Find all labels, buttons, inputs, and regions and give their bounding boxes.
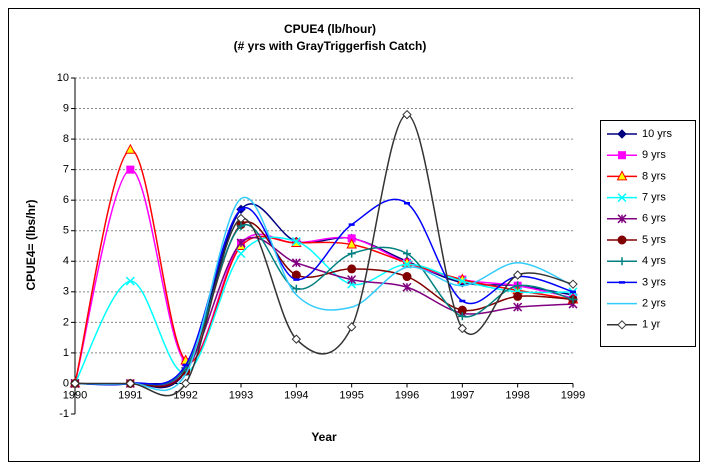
y-tick-label: 2 — [63, 316, 69, 328]
data-point — [513, 281, 522, 290]
chart-title: CPUE4 (lb/hour) — [284, 22, 376, 36]
legend-marker — [617, 214, 627, 224]
y-tick-label: 8 — [63, 133, 69, 145]
legend-label: 2 yrs — [642, 298, 666, 310]
data-point — [402, 109, 412, 120]
data-point — [292, 284, 301, 293]
data-point — [568, 279, 578, 289]
y-tick-label: 10 — [57, 72, 69, 84]
series-line — [74, 196, 574, 392]
legend-label: 1 yr — [642, 319, 661, 331]
data-point — [236, 249, 246, 259]
legend-marker — [617, 129, 627, 139]
y-tick-label: 5 — [63, 225, 69, 237]
data-point — [513, 302, 523, 312]
y-tick-label: 0 — [63, 377, 69, 389]
y-tick-label: 7 — [63, 164, 69, 176]
data-point — [457, 276, 467, 286]
data-point — [125, 378, 136, 389]
data-point — [291, 258, 301, 268]
legend-marker — [617, 193, 627, 203]
legend-marker — [618, 257, 626, 266]
data-point — [457, 323, 468, 334]
data-point — [291, 236, 301, 246]
data-point — [512, 270, 523, 280]
series-line — [74, 223, 574, 386]
data-point — [70, 378, 80, 389]
data-point — [180, 378, 191, 389]
chart-subtitle: (# yrs with GrayTriggerfish Catch) — [234, 39, 427, 53]
x-tick-label: 1994 — [284, 389, 308, 401]
x-tick-label: 1990 — [63, 389, 87, 401]
legend-marker — [616, 170, 628, 181]
y-tick-label: 6 — [63, 194, 69, 206]
y-tick-label: 3 — [63, 286, 69, 298]
legend-label: 3 yrs — [642, 276, 666, 288]
x-tick-label: 1999 — [561, 389, 585, 401]
y-tick-label: 4 — [63, 255, 69, 267]
legend-box — [600, 120, 696, 347]
x-tick-label: 1992 — [173, 389, 197, 401]
data-point — [458, 312, 467, 321]
data-point — [402, 282, 412, 292]
data-point — [126, 165, 135, 174]
legend-label: 10 yrs — [642, 128, 672, 140]
series-line — [74, 198, 574, 386]
y-tick-label: -1 — [59, 408, 69, 420]
x-tick-label: 1991 — [118, 389, 142, 401]
data-point — [403, 249, 411, 258]
data-point — [346, 322, 357, 332]
legend-label: 9 yrs — [642, 149, 666, 161]
x-tick-label: 1996 — [395, 389, 419, 401]
data-point — [346, 238, 357, 249]
data-point — [347, 264, 357, 274]
data-point — [291, 334, 302, 344]
data-point — [347, 275, 357, 285]
x-tick-label: 1998 — [505, 389, 529, 401]
legend-label: 7 yrs — [642, 192, 666, 204]
data-point — [237, 222, 245, 231]
data-point — [125, 143, 136, 154]
x-tick-label: 1997 — [450, 389, 474, 401]
x-tick-label: 1995 — [339, 389, 363, 401]
data-point — [236, 213, 246, 224]
legend-marker — [617, 235, 627, 245]
legend-label: 8 yrs — [642, 170, 666, 182]
legend-label: 5 yrs — [642, 234, 666, 246]
y-tick-label: 9 — [63, 102, 69, 114]
data-point — [125, 276, 135, 286]
y-tick-label: 1 — [63, 347, 69, 359]
y-axis-label: CPUE4= (lbs/hr) — [24, 199, 38, 290]
legend-label: 6 yrs — [642, 213, 666, 225]
data-point — [347, 249, 356, 258]
legend-label: 4 yrs — [642, 255, 666, 267]
legend-marker — [618, 151, 626, 160]
x-axis-label: Year — [311, 430, 337, 444]
legend-marker — [617, 320, 627, 330]
data-point — [236, 238, 246, 248]
x-tick-label: 1993 — [229, 389, 253, 401]
data-point — [513, 291, 523, 301]
data-point — [402, 272, 412, 282]
data-point — [569, 295, 577, 304]
